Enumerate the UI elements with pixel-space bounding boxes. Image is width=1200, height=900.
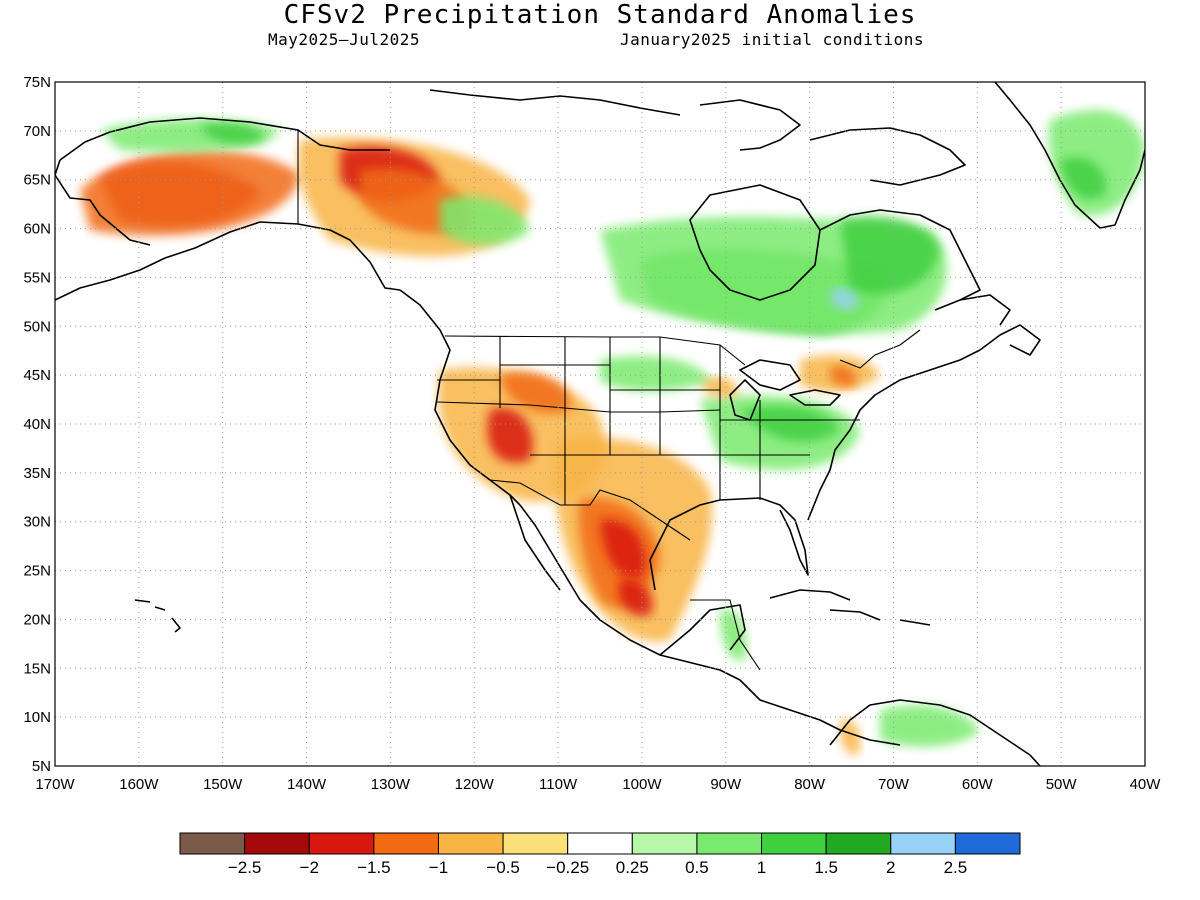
lon-tick-label: 170W [35,776,75,793]
anomaly-region [829,365,856,387]
colorbar-swatch [437,832,504,855]
colorbar-label: 2.5 [944,858,968,877]
anomaly-region [839,719,861,756]
colorbar-swatch [954,832,1021,855]
anomaly-region [1060,157,1106,199]
lon-tick-label: 100W [622,776,662,793]
anomaly-region [487,408,533,463]
colorbar-label: 1.5 [814,858,838,877]
map-frame [54,81,1146,767]
colorbar-labels: −2.5 −2 −1.5 −1 −0.5 −0.25 0.25 0.5 1 1.5 2 2.5 [228,858,967,877]
anomaly-region [830,288,859,310]
colorbar [179,832,1021,855]
anomaly-region [619,579,653,616]
colorbar-swatch [825,832,892,855]
anomaly-region [80,150,300,236]
anomaly-region [500,372,571,414]
anomaly-region [600,356,710,392]
colorbar-swatch [567,832,633,855]
lat-tick-label: 15N [23,660,51,677]
lon-tick-label: 40W [1130,776,1162,793]
lon-tick-label: 50W [1046,776,1078,793]
valid-period-label: May2025–Jul2025 [268,30,420,49]
lat-tick-label: 20N [23,611,51,628]
anomaly-region [700,376,739,398]
colorbar-swatch [761,832,827,855]
lon-tick-label: 60W [962,776,994,793]
lon-tick-label: 90W [710,776,742,793]
lat-tick-label: 45N [23,367,51,384]
colorbar-swatch [631,832,698,855]
map-title: CFSv2 Precipitation Standard Anomalies [283,0,917,30]
lon-tick-label: 140W [287,776,327,793]
colorbar-swatch [373,832,439,855]
colorbar-label: −2.5 [228,858,262,877]
anomaly-region [600,519,646,578]
colorbar-swatch [179,832,246,855]
colorbar-swatch [308,832,375,855]
political-borders [297,130,921,671]
latitude-labels: 75N 70N 65N 60N 55N 50N 45N 40N 35N 30N 25N 20N 15N 1… [23,74,51,775]
coastlines [55,82,1145,766]
colorbar-swatch [696,832,763,855]
colorbar-label: 1 [757,858,766,877]
lat-tick-label: 5N [32,758,51,775]
lat-tick-label: 35N [23,465,51,482]
longitude-labels: 170W 160W 150W 140W 130W 120W 110W 100W 90W 80W 70… [35,776,1161,793]
lat-tick-label: 70N [23,123,51,140]
colorbar-swatch [502,832,569,855]
anomaly-region [720,609,747,661]
lon-tick-label: 160W [119,776,159,793]
lat-tick-label: 55N [23,269,51,286]
lon-tick-label: 120W [455,776,495,793]
colorbar-label: −2 [300,858,319,877]
lat-tick-label: 10N [23,709,51,726]
lon-tick-label: 80W [794,776,826,793]
lat-tick-label: 50N [23,318,51,335]
colorbar-swatch [890,832,956,855]
lat-tick-label: 60N [23,221,51,238]
lat-tick-label: 40N [23,416,51,433]
anomaly-region [200,123,265,145]
anomaly-region [440,196,530,245]
colorbar-label: −0.5 [486,858,520,877]
anomaly-region [840,216,940,294]
colorbar-label: 0.5 [685,858,709,877]
colorbar-label: −1.5 [357,858,391,877]
colorbar-swatch [244,832,310,855]
anomaly-shading [80,110,1145,756]
lon-tick-label: 110W [539,776,578,793]
lon-tick-label: 150W [203,776,243,793]
colorbar-label: −0.25 [546,858,589,877]
lon-tick-label: 130W [371,776,411,793]
anomaly-region [880,705,980,747]
colorbar-label: −1 [429,858,448,877]
colorbar-label: 2 [886,858,895,877]
lat-tick-label: 25N [23,563,51,580]
lon-tick-label: 70W [878,776,910,793]
init-conditions-label: January2025 initial conditions [620,30,924,49]
lat-tick-label: 30N [23,514,51,531]
lat-tick-label: 75N [23,74,51,91]
colorbar-label: 0.25 [616,858,649,877]
lat-tick-label: 65N [23,172,51,189]
